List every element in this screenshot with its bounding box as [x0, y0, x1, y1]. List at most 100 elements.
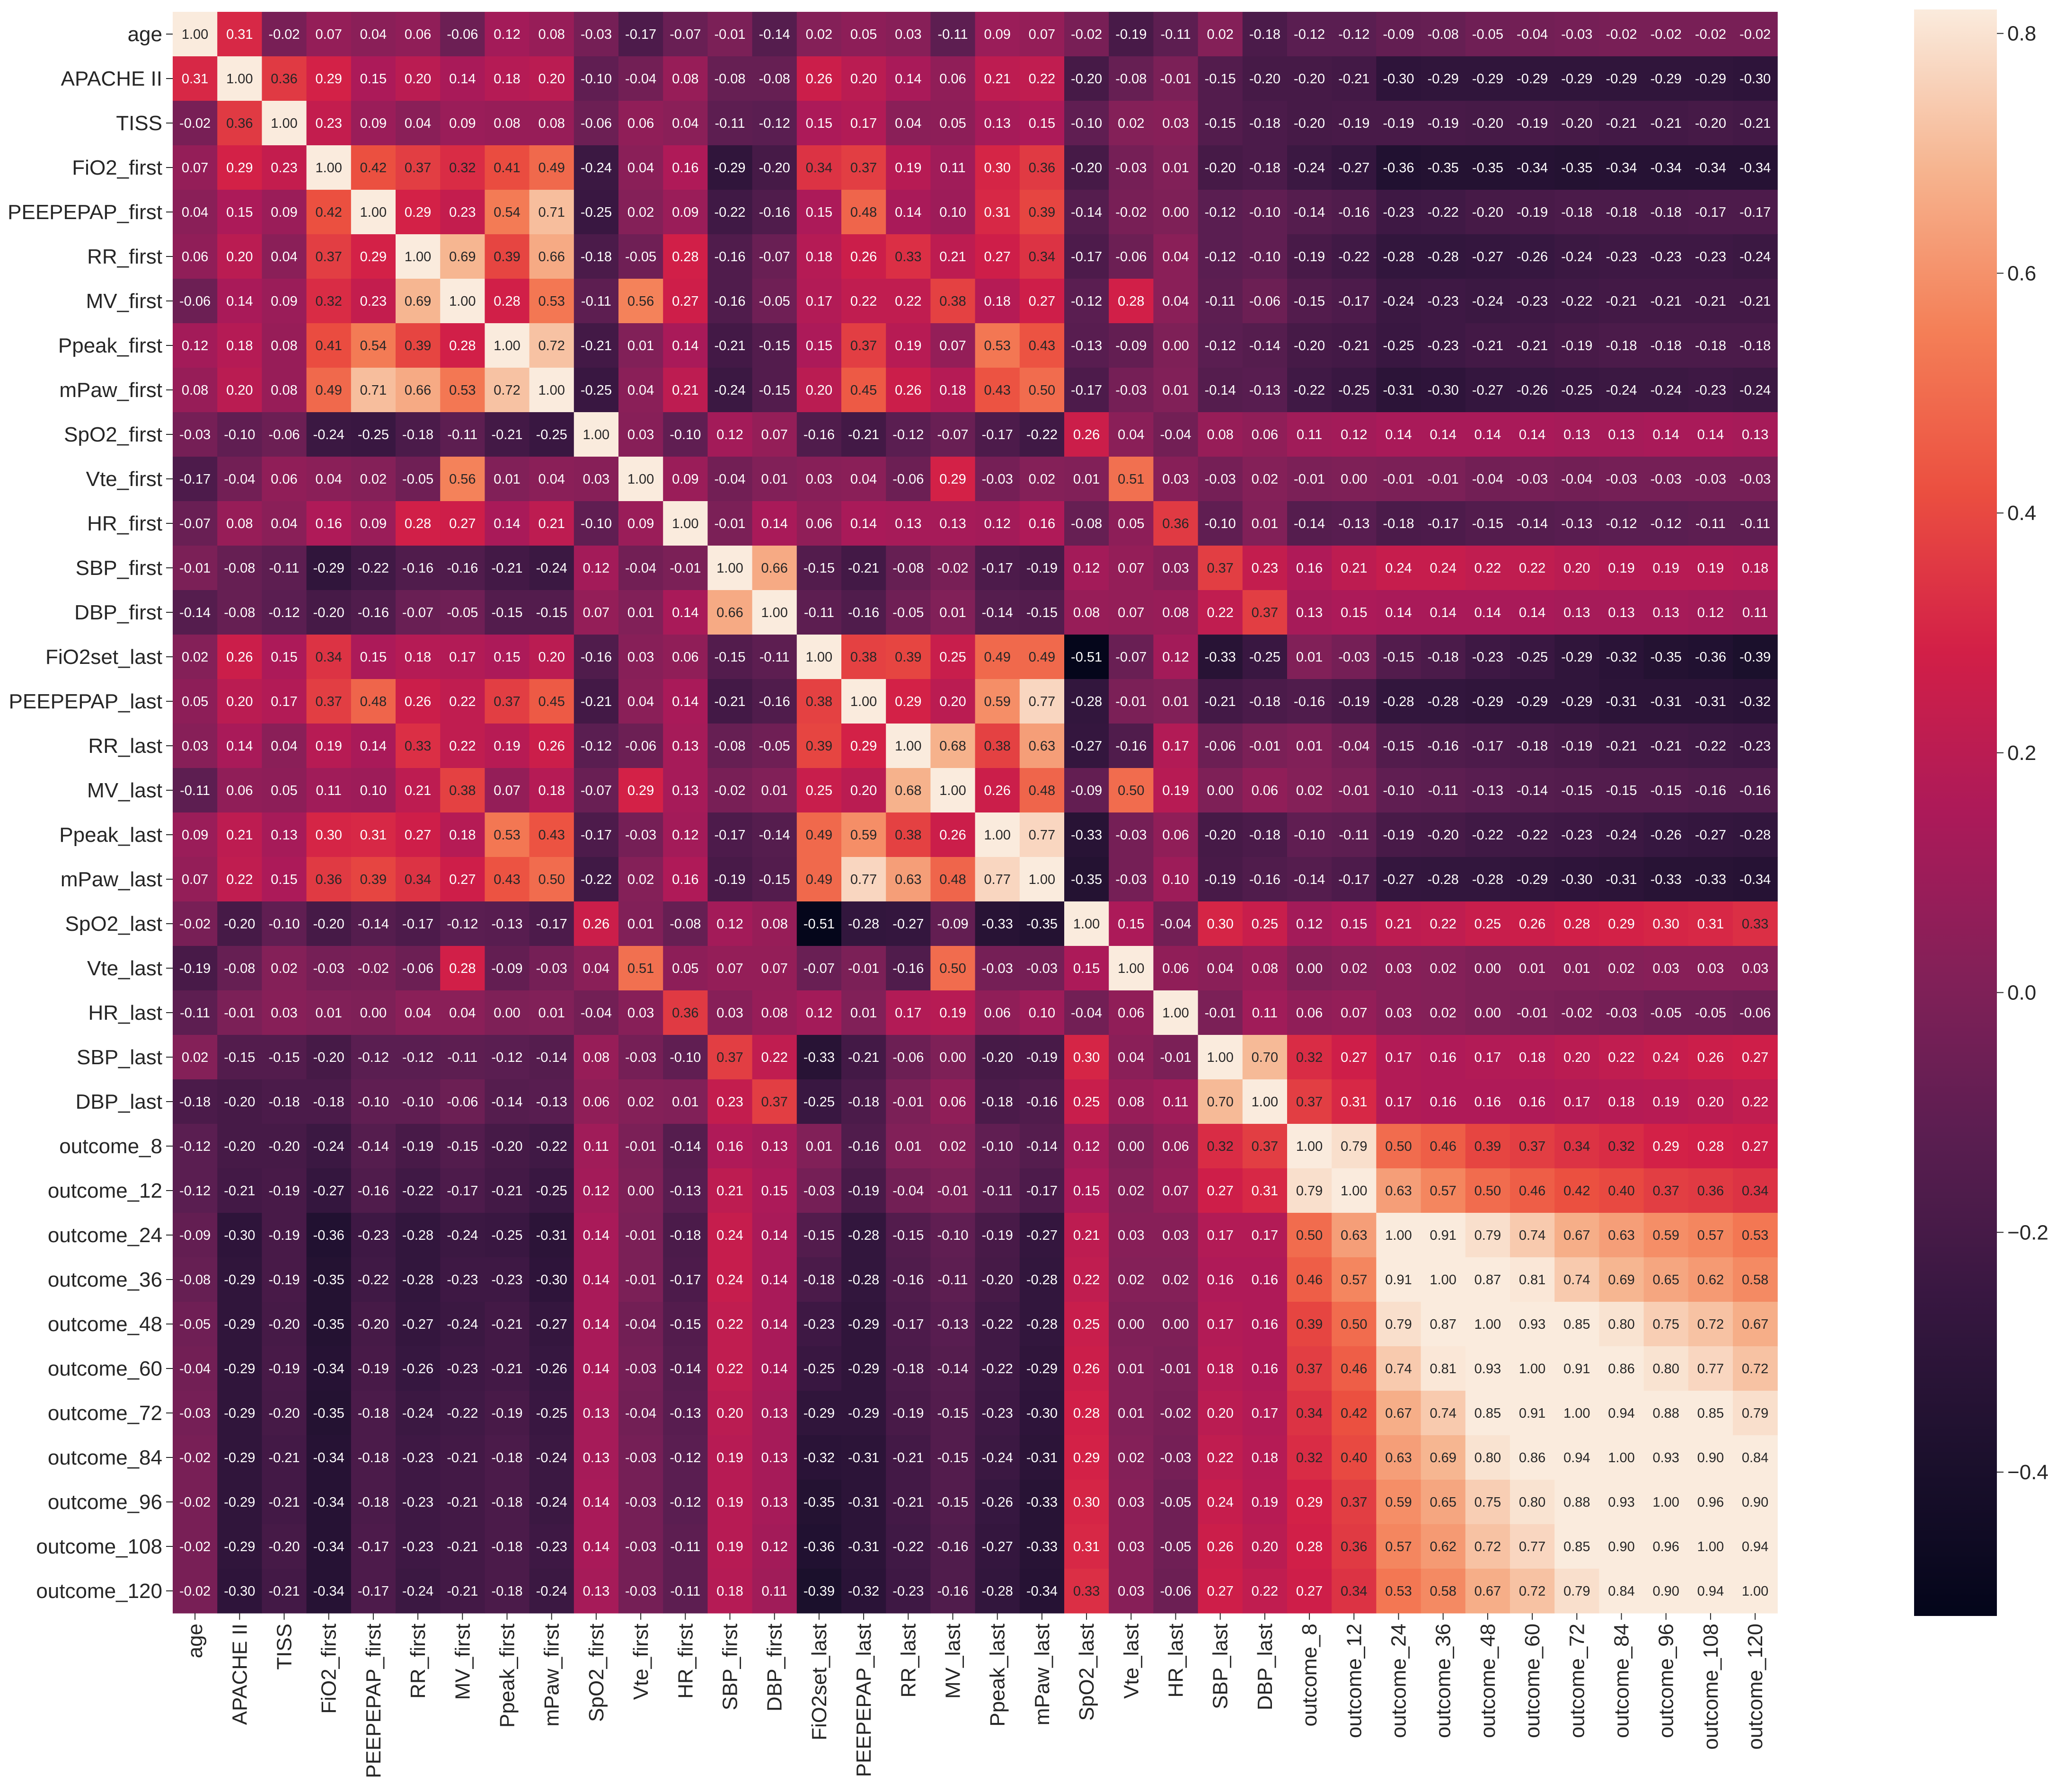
cell-value-label: -0.04: [625, 1406, 656, 1421]
heatmap-cell: [618, 101, 663, 146]
heatmap-cell: [1242, 679, 1288, 724]
cell-value-label: -0.19: [1561, 338, 1592, 353]
cell-value-label: -0.16: [892, 961, 924, 976]
y-tick-label: SpO2_last: [65, 912, 162, 936]
cell-value-label: 0.14: [494, 516, 520, 531]
cell-value-label: 0.10: [360, 783, 387, 798]
cell-value-label: 0.27: [1742, 1139, 1768, 1154]
cell-value-label: 1.00: [1742, 1584, 1768, 1599]
heatmap-cell: [886, 768, 931, 813]
cell-value-label: 0.72: [1742, 1361, 1768, 1377]
heatmap-cell: [262, 234, 307, 279]
cell-value-label: -0.30: [1383, 71, 1414, 87]
cell-value-label: 0.27: [1742, 1050, 1768, 1065]
cell-value-label: -0.28: [1383, 694, 1414, 709]
cell-value-label: 0.15: [806, 116, 832, 131]
cell-value-label: 0.14: [583, 1361, 609, 1377]
cell-value-label: 0.11: [762, 1584, 787, 1599]
heatmap-cell: [841, 679, 886, 724]
cell-value-label: 0.27: [1341, 1050, 1367, 1065]
cell-value-label: 0.04: [583, 961, 609, 976]
cell-value-label: -0.02: [714, 783, 745, 798]
x-tick-label: SBP_first: [719, 1624, 742, 1710]
heatmap-cell: [752, 323, 797, 368]
heatmap-cell: [1643, 323, 1689, 368]
heatmap-cell: [1688, 323, 1733, 368]
heatmap-cell: [1287, 635, 1332, 680]
heatmap-cell: [396, 279, 441, 324]
cell-value-label: 0.56: [627, 294, 654, 309]
heatmap-cell: [752, 190, 797, 235]
heatmap-cell: [618, 724, 663, 768]
y-tick-label: outcome_12: [48, 1179, 162, 1202]
heatmap-cell: [529, 190, 574, 235]
cell-value-label: -0.21: [1517, 338, 1548, 353]
cell-value-label: 0.38: [895, 828, 921, 843]
cell-value-label: -0.14: [1205, 383, 1236, 398]
cell-value-label: 0.02: [1608, 961, 1634, 976]
cell-value-label: 0.19: [1652, 1095, 1679, 1110]
cell-value-label: 0.39: [895, 650, 921, 665]
heatmap-cell: [440, 590, 485, 635]
cell-value-label: 0.63: [1029, 739, 1055, 754]
heatmap-cell: [173, 368, 218, 413]
cell-value-label: -0.14: [937, 1361, 968, 1377]
cell-value-label: 0.01: [1252, 516, 1278, 531]
cell-value-label: 0.38: [939, 294, 966, 309]
cell-value-label: -0.21: [491, 1183, 522, 1199]
heatmap-cell: [930, 457, 976, 502]
cell-value-label: -0.18: [402, 427, 433, 442]
heatmap-cell: [1510, 501, 1555, 546]
heatmap-cell: [440, 190, 485, 235]
heatmap-cell: [663, 323, 708, 368]
cell-value-label: -0.24: [536, 1450, 567, 1465]
cell-value-label: -0.29: [1428, 71, 1459, 87]
cell-value-label: 0.19: [1608, 561, 1634, 576]
cell-value-label: 0.20: [538, 650, 565, 665]
cell-value-label: -0.35: [1071, 872, 1102, 887]
cell-value-label: -0.18: [848, 1095, 879, 1110]
cell-value-label: 0.22: [761, 1050, 787, 1065]
cell-value-label: -0.14: [982, 605, 1013, 620]
cell-value-label: -0.34: [313, 1584, 344, 1599]
heatmap-cell: [707, 234, 753, 279]
heatmap-cell: [663, 590, 708, 635]
cell-value-label: -0.29: [714, 160, 745, 176]
heatmap-cell: [1643, 457, 1689, 502]
cell-value-label: -0.36: [1695, 650, 1726, 665]
cell-value-label: -0.18: [491, 1539, 522, 1554]
cell-value-label: -0.01: [1383, 472, 1414, 487]
cell-value-label: 0.08: [1118, 1095, 1144, 1110]
cell-value-label: 0.18: [405, 650, 431, 665]
cell-value-label: -0.33: [1205, 650, 1236, 665]
cell-value-label: -0.21: [1338, 71, 1369, 87]
cell-value-label: -0.34: [1026, 1584, 1058, 1599]
cell-value-label: 0.29: [315, 71, 342, 87]
heatmap-cell: [1688, 457, 1733, 502]
cell-value-label: 0.74: [1563, 1272, 1590, 1288]
cell-value-label: -0.20: [1294, 338, 1325, 353]
cell-value-label: -0.14: [1249, 338, 1280, 353]
y-tick-label: SpO2_first: [64, 423, 162, 446]
heatmap-cell: [574, 190, 619, 235]
heatmap-cell: [1688, 279, 1733, 324]
heatmap-cell: [485, 234, 530, 279]
heatmap-cell: [1733, 857, 1778, 902]
cell-value-label: 0.28: [672, 249, 698, 265]
cell-value-label: -0.23: [982, 1406, 1013, 1421]
cell-value-label: -0.06: [625, 739, 656, 754]
heatmap-cell: [1688, 501, 1733, 546]
cell-value-label: 1.00: [1073, 917, 1100, 932]
heatmap-cell: [1643, 190, 1689, 235]
heatmap-cell: [306, 279, 352, 324]
cell-value-label: 0.20: [1563, 1050, 1590, 1065]
heatmap-cell: [574, 857, 619, 902]
heatmap-cell: [173, 812, 218, 857]
heatmap-cell: [1599, 145, 1644, 190]
heatmap-cell: [1465, 279, 1510, 324]
cell-value-label: 0.01: [315, 1006, 342, 1021]
cell-value-label: 0.28: [449, 338, 476, 353]
cell-value-label: -0.12: [1205, 338, 1236, 353]
heatmap-cell: [574, 323, 619, 368]
